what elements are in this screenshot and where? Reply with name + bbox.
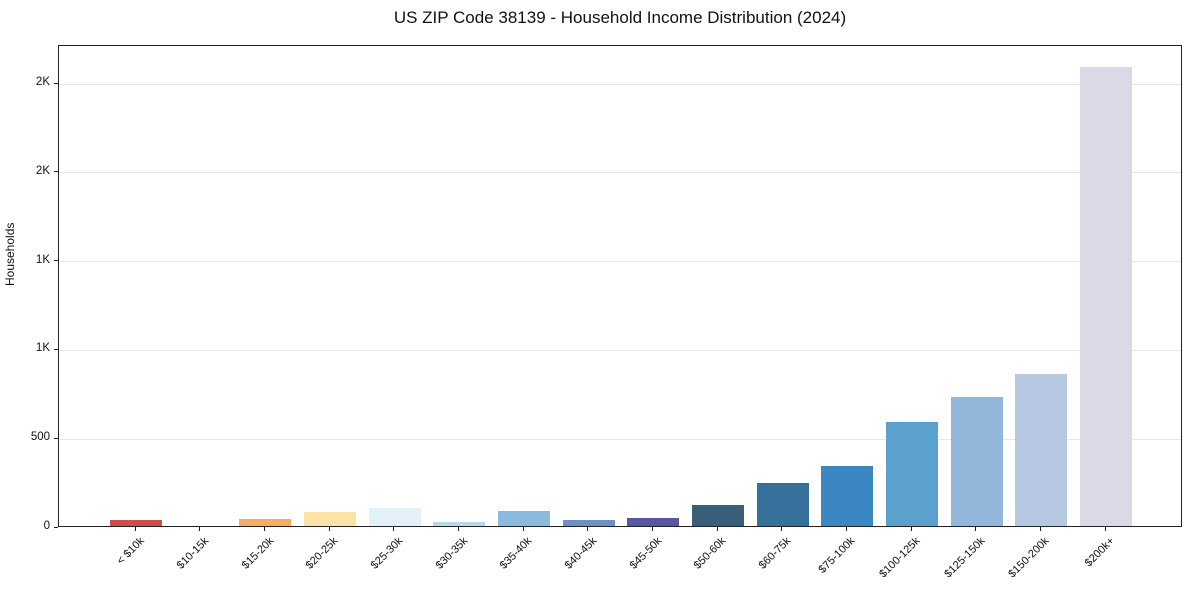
y-tick-label: 0: [43, 520, 50, 532]
plot-area: [58, 45, 1182, 527]
x-tick-label: $30-35k: [433, 535, 470, 572]
y-tick-label: 500: [30, 431, 50, 444]
gridline: [59, 349, 1181, 351]
x-tick-mark: [1039, 527, 1041, 531]
gridline: [59, 83, 1181, 85]
chart-title: US ZIP Code 38139 - Household Income Dis…: [393, 8, 847, 27]
bar-$50-60k: [692, 505, 744, 526]
x-tick-mark: [393, 527, 395, 531]
y-tick-mark: [54, 526, 58, 528]
x-tick-mark: [522, 527, 524, 531]
bar-$35-40k: [498, 510, 550, 526]
gridline: [59, 438, 1181, 440]
bar-$150-200k: [1015, 374, 1068, 526]
x-tick-mark: [781, 527, 783, 531]
x-tick-label: $20-25k: [303, 535, 341, 572]
x-tick-mark: [199, 527, 201, 531]
y-tick-mark: [54, 260, 58, 262]
x-tick-label: $15-20k: [239, 535, 276, 572]
x-tick-label: $45-50k: [627, 535, 664, 572]
x-tick-mark: [975, 527, 977, 531]
gridline: [59, 261, 1181, 263]
bar-$200k+: [1080, 66, 1132, 526]
y-tick-mark: [54, 437, 58, 439]
x-tick-label: $25-30k: [368, 535, 406, 572]
bar-$30-35k: [433, 521, 486, 526]
y-tick-label: 2K: [35, 164, 50, 177]
bar-$40-45k: [562, 519, 615, 526]
x-tick-mark: [1104, 527, 1106, 531]
x-tick-mark: [457, 527, 459, 531]
bar-$45-50k: [627, 517, 680, 526]
x-tick-label: $50-60k: [691, 535, 729, 572]
x-tick-mark: [845, 527, 847, 531]
bar-$60-75k: [756, 483, 809, 526]
gridline: [59, 172, 1181, 174]
x-tick-mark: [263, 527, 265, 531]
x-tick-mark: [587, 527, 589, 531]
x-tick-label: $200k+: [1082, 535, 1117, 570]
y-tick-label: 1K: [35, 342, 50, 355]
y-tick-mark: [54, 82, 58, 84]
y-tick-mark: [54, 171, 58, 173]
bar-< $10k: [110, 519, 162, 526]
bar-$25-30k: [368, 508, 421, 526]
x-tick-label: $10-15k: [174, 535, 212, 572]
y-tick-label: 1K: [35, 253, 50, 266]
x-tick-mark: [328, 527, 330, 531]
y-tick-mark: [54, 348, 58, 350]
x-tick-mark: [910, 527, 912, 531]
x-tick-mark: [716, 527, 718, 531]
x-tick-label: $60-75k: [756, 535, 794, 572]
x-tick-label: $125-150k: [941, 535, 988, 581]
x-tick-label: $150-200k: [1006, 535, 1052, 581]
x-tick-label: < $10k: [114, 535, 147, 568]
x-tick-label: $75-100k: [816, 535, 858, 576]
y-tick-label: 2K: [35, 76, 50, 89]
x-tick-mark: [134, 527, 136, 531]
x-tick-label: $40-45k: [562, 535, 600, 572]
x-tick-mark: [651, 527, 653, 531]
bar-$75-100k: [821, 466, 874, 526]
bar-$15-20k: [239, 518, 292, 526]
bar-$100-125k: [886, 421, 938, 526]
x-tick-label: $100-125k: [877, 535, 923, 581]
x-tick-label: $35-40k: [497, 535, 535, 572]
bar-$20-25k: [304, 511, 356, 526]
bar-$125-150k: [950, 397, 1003, 526]
